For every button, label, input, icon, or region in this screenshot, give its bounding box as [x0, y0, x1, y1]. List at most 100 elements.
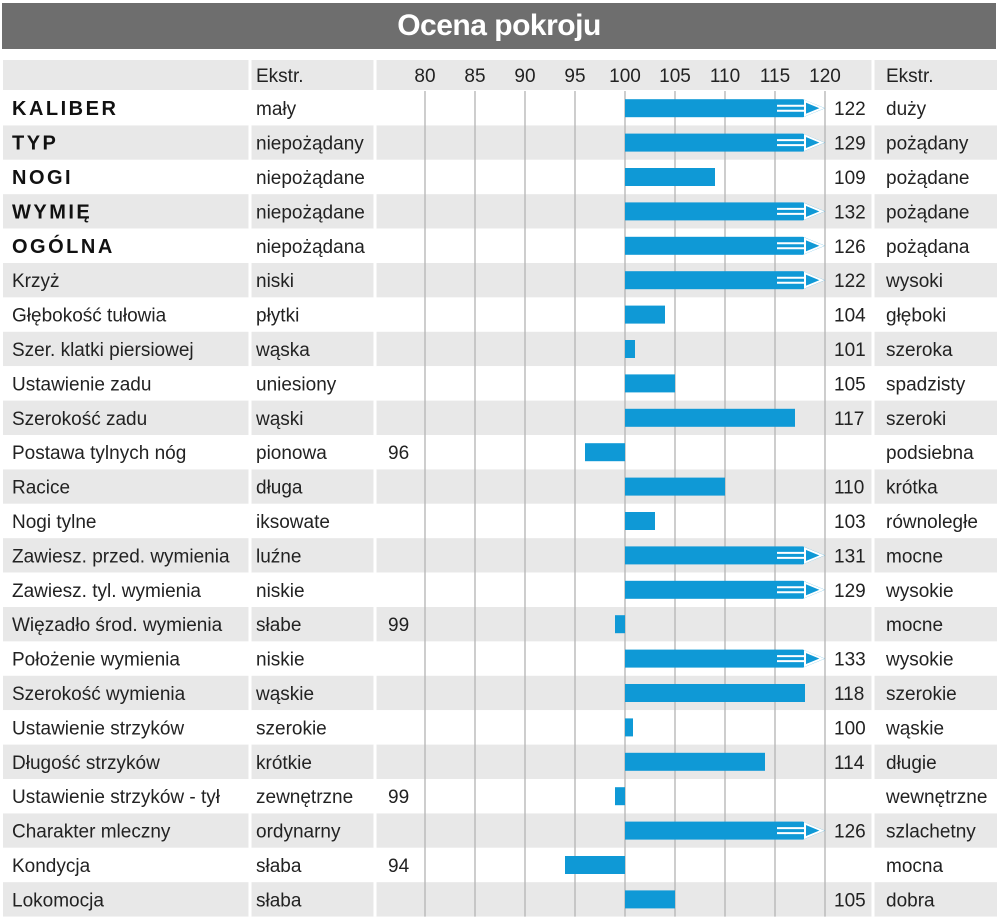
- high-extreme-label: wysoki: [885, 271, 943, 292]
- high-extreme-label: szeroki: [886, 409, 946, 430]
- low-extreme-label: płytki: [256, 306, 299, 327]
- value-label: 118: [834, 684, 864, 705]
- overflow-arrow-head: [804, 581, 825, 599]
- bar: [625, 684, 805, 702]
- trait-label: KALIBER: [12, 98, 118, 120]
- trait-label: Szerokość wymienia: [12, 684, 186, 705]
- row-bg: [3, 882, 997, 917]
- bar: [625, 271, 803, 290]
- high-extreme-label: szeroka: [886, 340, 953, 361]
- bar: [625, 408, 795, 427]
- value-label: 103: [834, 512, 866, 533]
- row-bg: [3, 159, 997, 195]
- trait-label: Położenie wymienia: [12, 650, 180, 671]
- high-extreme-label: wewnętrzne: [885, 787, 987, 808]
- value-label: 129: [834, 134, 866, 155]
- high-extreme-label: duży: [886, 99, 927, 120]
- low-extreme-label: iksowate: [256, 512, 330, 533]
- low-extreme-label: niepożądane: [256, 168, 365, 189]
- row-bg: [3, 435, 997, 470]
- high-extreme-label: krótka: [886, 478, 938, 499]
- low-extreme-label: niskie: [256, 581, 305, 602]
- value-label: 94: [388, 856, 410, 877]
- value-label: 104: [834, 306, 866, 327]
- trait-label: Zawiesz. przed. wymienia: [12, 546, 230, 567]
- trait-label: Głębokość tułowia: [12, 306, 167, 327]
- high-extreme-label: podsiebna: [886, 443, 974, 464]
- bar: [625, 236, 803, 255]
- trait-label: Krzyż: [12, 271, 60, 292]
- row-bg: [3, 572, 997, 607]
- row-bg: [3, 503, 997, 539]
- x-tick-label: 80: [414, 66, 435, 87]
- header-right-ekstr: Ekstr.: [886, 66, 934, 87]
- value-label: 110: [834, 478, 864, 499]
- low-extreme-label: niski: [256, 271, 294, 292]
- bar: [625, 477, 725, 496]
- row-bg: [3, 813, 997, 848]
- row-bg: [3, 538, 997, 573]
- trait-label: Ustawienie strzyków: [12, 718, 184, 739]
- row-bg: [3, 744, 997, 779]
- low-extreme-label: słabe: [256, 615, 301, 636]
- trait-label: Zawiesz. tyl. wymienia: [12, 581, 201, 602]
- bar: [565, 856, 625, 874]
- trait-label: Racice: [12, 478, 70, 499]
- overflow-arrow-head: [804, 822, 825, 840]
- bar: [625, 580, 803, 599]
- value-label: 96: [388, 443, 409, 464]
- low-extreme-label: luźne: [256, 546, 301, 567]
- low-extreme-label: słaba: [256, 890, 302, 911]
- low-extreme-label: wąska: [255, 340, 310, 361]
- x-tick-label: 105: [659, 66, 691, 87]
- bar: [625, 99, 803, 118]
- bar: [625, 340, 635, 358]
- trait-label: Długość strzyków: [12, 753, 160, 774]
- bar: [625, 512, 655, 530]
- high-extreme-label: pożądany: [886, 134, 969, 155]
- row-bg: [3, 710, 997, 745]
- row-bg: [3, 675, 997, 711]
- bar: [625, 168, 715, 186]
- low-extreme-label: zewnętrzne: [256, 787, 353, 808]
- low-extreme-label: pionowa: [256, 443, 327, 464]
- header-row-bg: [3, 60, 997, 90]
- value-label: 131: [834, 546, 866, 567]
- row-bg: [3, 607, 997, 642]
- bar: [615, 787, 625, 806]
- trait-label: Szerokość zadu: [12, 409, 147, 430]
- bar: [585, 443, 625, 462]
- trait-label: NOGI: [12, 167, 73, 189]
- low-extreme-label: wąski: [255, 409, 304, 430]
- row-bg: [3, 469, 997, 504]
- trait-label: Ustawienie zadu: [12, 374, 151, 395]
- high-extreme-label: wysokie: [885, 650, 954, 671]
- bar: [625, 133, 803, 152]
- value-label: 114: [834, 753, 865, 774]
- low-extreme-label: krótkie: [256, 753, 312, 774]
- low-extreme-label: niepożądany: [256, 134, 364, 155]
- high-extreme-label: mocne: [886, 615, 943, 636]
- trait-label: WYMIĘ: [12, 201, 92, 223]
- low-extreme-label: niepożądane: [256, 202, 365, 223]
- bar: [615, 615, 625, 634]
- x-tick-label: 95: [564, 66, 585, 87]
- high-extreme-label: pożądana: [886, 237, 970, 258]
- bar: [625, 305, 665, 324]
- bar: [625, 890, 675, 909]
- row-bg: [3, 297, 997, 332]
- overflow-arrow-head: [804, 237, 825, 255]
- low-extreme-label: niskie: [256, 650, 305, 671]
- overflow-arrow-head: [804, 99, 825, 117]
- high-extreme-label: równoległe: [886, 512, 978, 533]
- chart-title: Ocena pokroju: [2, 3, 996, 49]
- row-bg: [3, 400, 997, 435]
- value-label: 129: [834, 581, 866, 602]
- row-bg: [3, 641, 997, 676]
- high-extreme-label: pożądane: [886, 168, 969, 189]
- row-bg: [3, 847, 997, 883]
- value-label: 100: [834, 718, 866, 739]
- x-tick-label: 85: [464, 66, 485, 87]
- trait-label: OGÓLNA: [12, 234, 115, 258]
- value-label: 126: [834, 822, 866, 843]
